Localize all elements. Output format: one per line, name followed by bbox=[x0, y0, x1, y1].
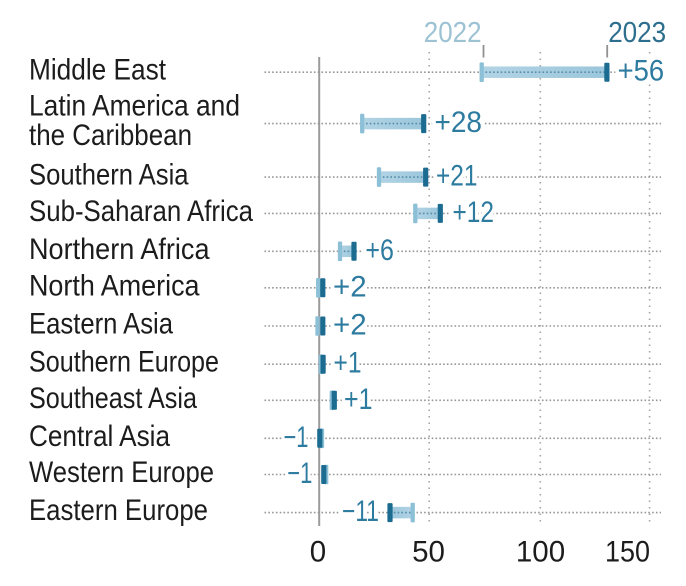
svg-text:+1: +1 bbox=[334, 347, 362, 380]
svg-text:Middle East: Middle East bbox=[29, 54, 167, 87]
svg-text:Southern Asia: Southern Asia bbox=[29, 159, 189, 192]
svg-text:+56: +56 bbox=[618, 55, 665, 88]
svg-text:Central Asia: Central Asia bbox=[29, 420, 170, 453]
svg-text:Southern Europe: Southern Europe bbox=[29, 346, 219, 379]
svg-text:−1: −1 bbox=[287, 457, 312, 490]
svg-text:the Caribbean: the Caribbean bbox=[29, 119, 192, 152]
svg-text:2023: 2023 bbox=[608, 17, 666, 49]
svg-text:Eastern Europe: Eastern Europe bbox=[29, 494, 208, 527]
svg-text:Northern Africa: Northern Africa bbox=[29, 233, 210, 266]
svg-text:Latin America and: Latin America and bbox=[29, 90, 240, 123]
svg-text:+1: +1 bbox=[344, 383, 373, 416]
svg-text:100: 100 bbox=[516, 536, 565, 569]
svg-text:Western Europe: Western Europe bbox=[29, 456, 214, 489]
svg-text:+2: +2 bbox=[333, 309, 367, 342]
svg-text:+2: +2 bbox=[333, 270, 367, 303]
svg-text:North America: North America bbox=[29, 270, 200, 303]
svg-text:Southeast Asia: Southeast Asia bbox=[29, 382, 197, 415]
svg-text:+28: +28 bbox=[435, 106, 483, 139]
svg-text:+21: +21 bbox=[436, 160, 478, 193]
svg-text:−11: −11 bbox=[342, 495, 379, 528]
svg-text:+6: +6 bbox=[365, 234, 394, 267]
svg-text:2022: 2022 bbox=[424, 17, 482, 49]
svg-text:150: 150 bbox=[605, 536, 650, 569]
svg-text:−1: −1 bbox=[284, 421, 309, 454]
svg-text:Sub-Saharan Africa: Sub-Saharan Africa bbox=[29, 195, 253, 228]
svg-text:0: 0 bbox=[310, 536, 326, 569]
svg-text:Eastern Asia: Eastern Asia bbox=[29, 308, 173, 341]
svg-text:+12: +12 bbox=[453, 196, 495, 229]
svg-text:50: 50 bbox=[412, 536, 445, 569]
